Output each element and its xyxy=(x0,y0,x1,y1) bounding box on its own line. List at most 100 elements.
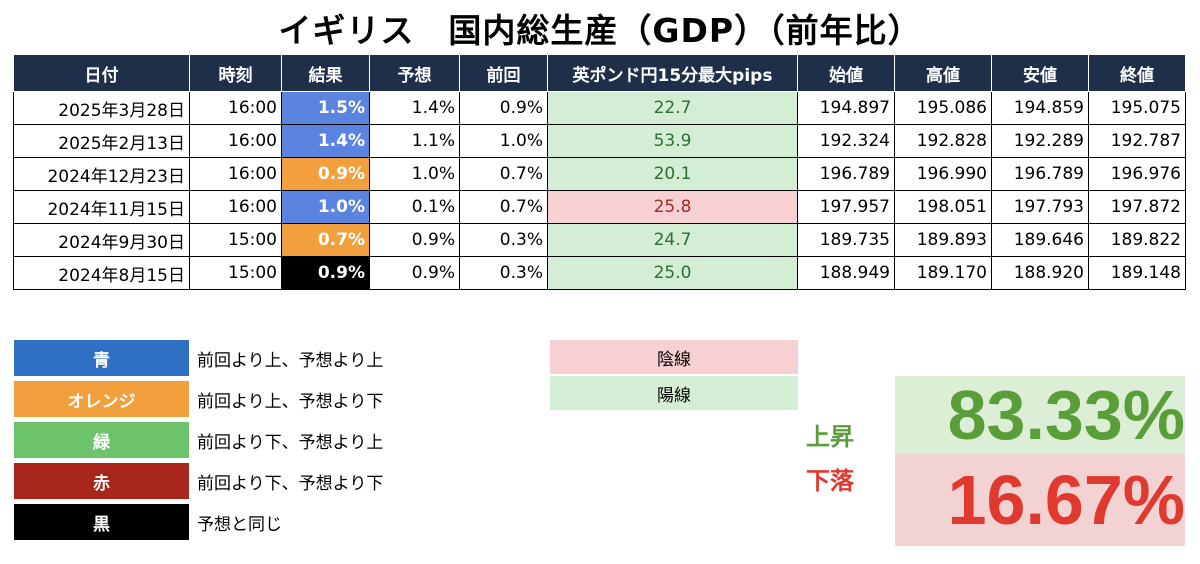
cell-close: 196.976 xyxy=(1088,157,1186,191)
color-legend: 青 前回より上、予想より上 オレンジ 前回より上、予想より下 緑 前回より下、予… xyxy=(14,340,383,545)
cell-date: 2024年9月30日 xyxy=(13,223,190,257)
cell-high: 196.990 xyxy=(894,157,992,191)
cell-high: 189.893 xyxy=(894,223,992,257)
cell-time: 16:00 xyxy=(189,91,282,125)
legend-item-green: 緑 前回より下、予想より上 xyxy=(14,422,383,458)
cell-close: 189.148 xyxy=(1088,256,1186,290)
cell-forecast: 1.1% xyxy=(369,124,460,158)
cell-previous: 0.3% xyxy=(459,223,548,257)
table-row: 2025年3月28日 16:00 1.5% 1.4% 0.9% 22.7 194… xyxy=(13,91,1186,125)
legend-desc: 前回より上、予想より上 xyxy=(197,350,384,371)
cell-previous: 1.0% xyxy=(459,124,548,158)
cell-previous: 0.3% xyxy=(459,256,548,290)
cell-open: 197.957 xyxy=(797,190,895,224)
legend-desc: 前回より下、予想より上 xyxy=(197,432,384,453)
cell-low: 189.646 xyxy=(991,223,1089,257)
cell-date: 2024年8月15日 xyxy=(13,256,190,290)
legend-item-red: 赤 前回より下、予想より下 xyxy=(14,463,383,499)
legend-item-blue: 青 前回より上、予想より上 xyxy=(14,340,383,376)
cell-high: 189.170 xyxy=(894,256,992,290)
table-header-row: 日付 時刻 結果 予想 前回 英ポンド円15分最大pips 始値 高値 安値 終… xyxy=(13,54,1186,92)
cell-previous: 0.7% xyxy=(459,157,548,191)
cell-open: 189.735 xyxy=(797,223,895,257)
cell-close: 197.872 xyxy=(1088,190,1186,224)
cell-open: 196.789 xyxy=(797,157,895,191)
cell-close: 195.075 xyxy=(1088,91,1186,125)
cell-result: 0.9% xyxy=(281,157,370,191)
col-header-result: 結果 xyxy=(281,54,370,92)
rise-percentage: 83.33% xyxy=(895,376,1185,454)
cell-date: 2025年3月28日 xyxy=(13,91,190,125)
legend-item-black: 黒 予想と同じ xyxy=(14,504,383,540)
cell-close: 189.822 xyxy=(1088,223,1186,257)
cell-time: 16:00 xyxy=(189,124,282,158)
cell-low: 192.289 xyxy=(991,124,1089,158)
col-header-forecast: 予想 xyxy=(369,54,460,92)
cell-previous: 0.7% xyxy=(459,190,548,224)
cell-forecast: 0.1% xyxy=(369,190,460,224)
cell-date: 2025年2月13日 xyxy=(13,124,190,158)
cell-pips: 20.1 xyxy=(547,157,798,191)
cell-pips: 53.9 xyxy=(547,124,798,158)
cell-low: 197.793 xyxy=(991,190,1089,224)
col-header-open: 始値 xyxy=(797,54,895,92)
cell-forecast: 1.4% xyxy=(369,91,460,125)
cell-result: 0.7% xyxy=(281,223,370,257)
cell-pips: 25.0 xyxy=(547,256,798,290)
legend-swatch-black: 黒 xyxy=(14,504,189,540)
bearish-candle-legend: 陰線 xyxy=(550,340,798,374)
col-header-pips: 英ポンド円15分最大pips xyxy=(547,54,798,92)
cell-time: 16:00 xyxy=(189,157,282,191)
table-row: 2024年8月15日 15:00 0.9% 0.9% 0.3% 25.0 188… xyxy=(13,256,1186,290)
cell-result: 1.5% xyxy=(281,91,370,125)
cell-date: 2024年12月23日 xyxy=(13,157,190,191)
cell-high: 198.051 xyxy=(894,190,992,224)
cell-time: 15:00 xyxy=(189,223,282,257)
table-row: 2024年9月30日 15:00 0.7% 0.9% 0.3% 24.7 189… xyxy=(13,223,1186,257)
legend-desc: 予想と同じ xyxy=(197,514,282,535)
legend-swatch-blue: 青 xyxy=(14,340,189,376)
table-row: 2025年2月13日 16:00 1.4% 1.1% 1.0% 53.9 192… xyxy=(13,124,1186,158)
cell-result: 1.4% xyxy=(281,124,370,158)
fall-label: 下落 xyxy=(806,467,854,495)
col-header-low: 安値 xyxy=(991,54,1089,92)
cell-pips: 22.7 xyxy=(547,91,798,125)
cell-time: 16:00 xyxy=(189,190,282,224)
cell-forecast: 0.9% xyxy=(369,223,460,257)
cell-result: 0.9% xyxy=(281,256,370,290)
legend-swatch-red: 赤 xyxy=(14,463,189,499)
gdp-table: 日付 時刻 結果 予想 前回 英ポンド円15分最大pips 始値 高値 安値 終… xyxy=(13,54,1186,290)
cell-pips: 25.8 xyxy=(547,190,798,224)
cell-low: 194.859 xyxy=(991,91,1089,125)
cell-forecast: 1.0% xyxy=(369,157,460,191)
col-header-high: 高値 xyxy=(894,54,992,92)
cell-high: 195.086 xyxy=(894,91,992,125)
cell-forecast: 0.9% xyxy=(369,256,460,290)
col-header-time: 時刻 xyxy=(189,54,282,92)
cell-close: 192.787 xyxy=(1088,124,1186,158)
cell-open: 188.949 xyxy=(797,256,895,290)
rise-label: 上昇 xyxy=(806,423,854,451)
cell-date: 2024年11月15日 xyxy=(13,190,190,224)
cell-open: 194.897 xyxy=(797,91,895,125)
cell-result: 1.0% xyxy=(281,190,370,224)
fall-percentage: 16.67% xyxy=(895,454,1185,546)
bullish-candle-legend: 陽線 xyxy=(550,376,798,410)
col-header-previous: 前回 xyxy=(459,54,548,92)
cell-open: 192.324 xyxy=(797,124,895,158)
legend-swatch-green: 緑 xyxy=(14,422,189,458)
cell-time: 15:00 xyxy=(189,256,282,290)
cell-pips: 24.7 xyxy=(547,223,798,257)
table-row: 2024年11月15日 16:00 1.0% 0.1% 0.7% 25.8 19… xyxy=(13,190,1186,224)
legend-desc: 前回より下、予想より下 xyxy=(197,473,384,494)
cell-low: 188.920 xyxy=(991,256,1089,290)
col-header-close: 終値 xyxy=(1088,54,1186,92)
cell-high: 192.828 xyxy=(894,124,992,158)
cell-previous: 0.9% xyxy=(459,91,548,125)
cell-low: 196.789 xyxy=(991,157,1089,191)
legend-desc: 前回より上、予想より下 xyxy=(197,391,384,412)
table-row: 2024年12月23日 16:00 0.9% 1.0% 0.7% 20.1 19… xyxy=(13,157,1186,191)
page-title: イギリス 国内総生産（GDP）（前年比） xyxy=(278,11,922,50)
legend-swatch-orange: オレンジ xyxy=(14,381,189,417)
col-header-date: 日付 xyxy=(13,54,190,92)
